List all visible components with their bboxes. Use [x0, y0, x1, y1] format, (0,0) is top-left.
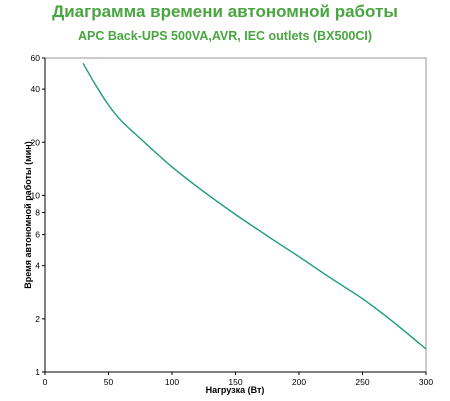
y-axis-label: Время автономной работы (мин)	[23, 141, 33, 289]
y-tick-label: 8	[35, 208, 40, 218]
y-tick-label: 60	[31, 53, 41, 63]
x-tick-label: 300	[419, 377, 433, 387]
y-tick-label: 20	[31, 137, 41, 147]
x-tick-label: 50	[104, 377, 114, 387]
y-tick-label: 6	[35, 230, 40, 240]
x-tick-label: 250	[355, 377, 369, 387]
x-tick-label: 0	[43, 377, 48, 387]
chart-title: Диаграмма времени автономной работы	[52, 2, 398, 21]
x-axis-label: Нагрузка (Вт)	[206, 385, 265, 395]
y-tick-label: 40	[31, 84, 41, 94]
y-tick-group: 1 2 4 6 8 10 20 40 60	[31, 53, 45, 377]
x-tick-label: 200	[292, 377, 306, 387]
y-tick-label: 1	[35, 367, 40, 377]
y-tick-label: 2	[35, 314, 40, 324]
chart-subtitle: APC Back-UPS 500VA,AVR, IEC outlets (BX5…	[77, 29, 373, 43]
y-tick-label: 4	[35, 261, 40, 271]
series-layer	[82, 62, 427, 350]
runtime-curve	[82, 62, 427, 350]
y-tick-label: 10	[31, 190, 41, 200]
x-tick-label: 150	[228, 377, 242, 387]
x-tick-label: 100	[165, 377, 179, 387]
x-tick-group: 0 50 100 150 200 250 300	[43, 372, 433, 387]
